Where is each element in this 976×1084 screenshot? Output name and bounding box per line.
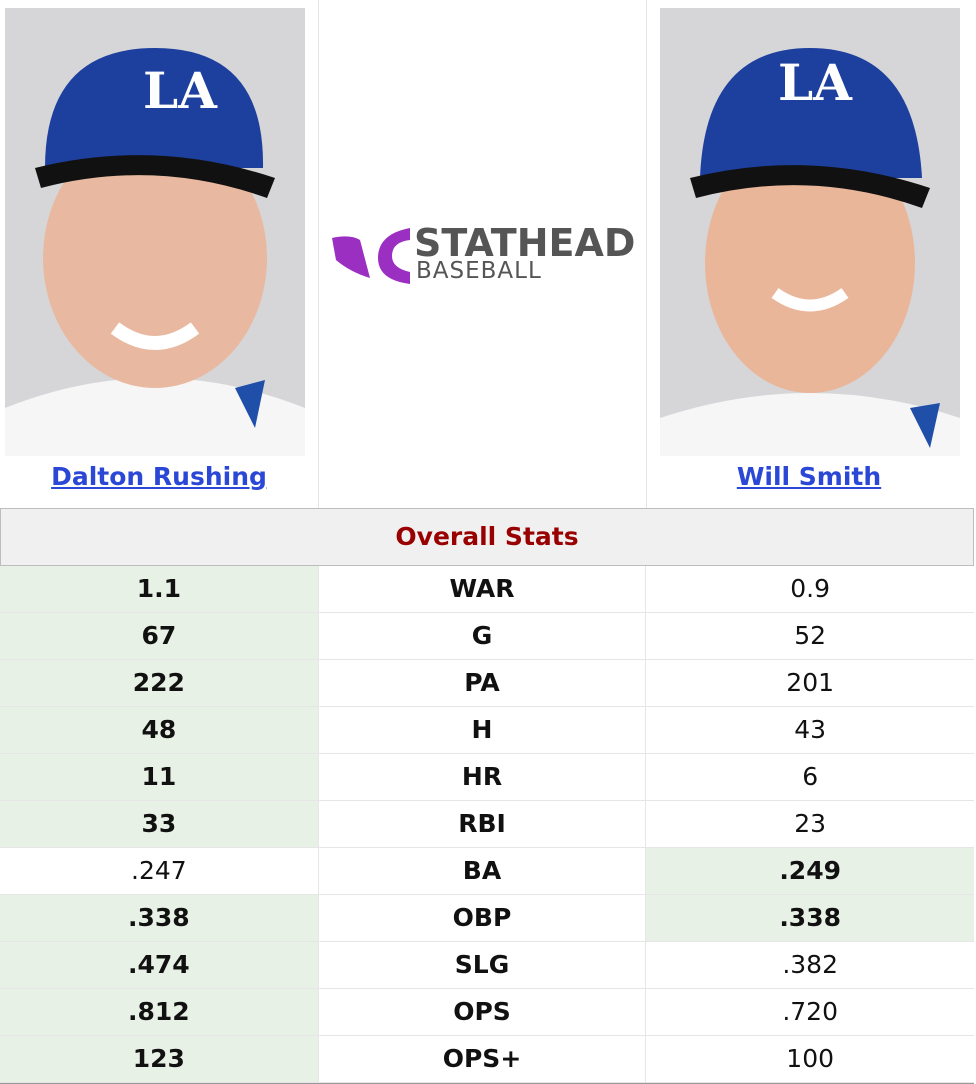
svg-text:LA: LA <box>143 61 218 120</box>
stat-name: OPS <box>319 989 647 1035</box>
stat-row: .812 OPS .720 <box>0 989 974 1036</box>
right-value: 0.9 <box>790 574 831 603</box>
column-divider <box>646 0 647 508</box>
left-value: 1.1 <box>0 566 319 612</box>
right-value: .338 <box>646 895 974 941</box>
left-value: 222 <box>0 660 319 706</box>
left-value: 11 <box>0 754 319 800</box>
right-value: .382 <box>782 950 838 979</box>
right-value: 6 <box>802 762 819 791</box>
left-value: .247 <box>0 848 319 894</box>
right-value: .249 <box>646 848 974 894</box>
column-divider <box>318 0 319 508</box>
player-link[interactable]: Dalton Rushing <box>51 462 267 491</box>
stat-row: .474 SLG .382 <box>0 942 974 989</box>
right-value: 43 <box>794 715 827 744</box>
section-header: Overall Stats <box>0 508 974 566</box>
left-value: .812 <box>0 989 319 1035</box>
logo-sport: BASEBALL <box>416 258 542 284</box>
logo-brand: STATHEAD <box>414 221 635 265</box>
stat-row: 123 OPS+ 100 <box>0 1036 974 1083</box>
stat-row: 48 H 43 <box>0 707 974 754</box>
right-value: 100 <box>786 1044 835 1073</box>
stat-name: WAR <box>319 566 647 612</box>
stat-name: BA <box>319 848 647 894</box>
stat-row: .247 BA .249 <box>0 848 974 895</box>
left-value: 48 <box>0 707 319 753</box>
svg-text:LA: LA <box>778 53 853 112</box>
right-value: 201 <box>786 668 835 697</box>
right-value: 52 <box>794 621 827 650</box>
stat-name: RBI <box>319 801 647 847</box>
player-link[interactable]: Will Smith <box>736 462 882 491</box>
stat-name: PA <box>319 660 647 706</box>
stat-row: 222 PA 201 <box>0 660 974 707</box>
right-value: .720 <box>782 997 838 1026</box>
player-photo: LA <box>660 8 960 456</box>
left-value: 123 <box>0 1036 319 1082</box>
stat-name: OBP <box>319 895 647 941</box>
logo: STATHEAD BASEBALL <box>332 221 635 284</box>
stat-row: 11 HR 6 <box>0 754 974 801</box>
stat-name: SLG <box>319 942 647 988</box>
left-value: .338 <box>0 895 319 941</box>
stat-row: .338 OBP .338 <box>0 895 974 942</box>
stat-name: G <box>319 613 647 659</box>
left-value: .474 <box>0 942 319 988</box>
right-value: 23 <box>794 809 827 838</box>
stat-row: 67 G 52 <box>0 613 974 660</box>
stat-row: 33 RBI 23 <box>0 801 974 848</box>
stats-table: 1.1 WAR 0.9 67 G 52 222 PA 201 48 H 43 11 HR 6 33 RBI 23.… <box>0 566 974 1084</box>
stat-row: 1.1 WAR 0.9 <box>0 566 974 613</box>
left-value: 67 <box>0 613 319 659</box>
stat-name: H <box>319 707 647 753</box>
stat-name: HR <box>319 754 647 800</box>
left-value: 33 <box>0 801 319 847</box>
player-photo: LA <box>5 8 305 456</box>
stat-name: OPS+ <box>319 1036 647 1082</box>
